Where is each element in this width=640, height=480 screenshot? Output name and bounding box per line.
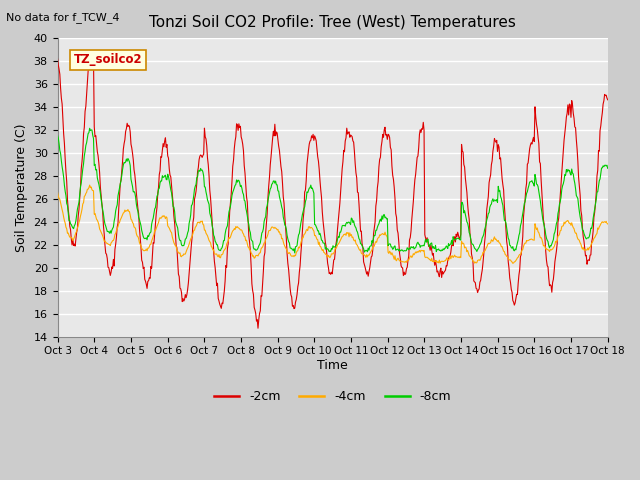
- Y-axis label: Soil Temperature (C): Soil Temperature (C): [15, 123, 28, 252]
- X-axis label: Time: Time: [317, 359, 348, 372]
- Text: TZ_soilco2: TZ_soilco2: [74, 53, 143, 66]
- Title: Tonzi Soil CO2 Profile: Tree (West) Temperatures: Tonzi Soil CO2 Profile: Tree (West) Temp…: [149, 15, 516, 30]
- Text: No data for f_TCW_4: No data for f_TCW_4: [6, 12, 120, 23]
- Legend: -2cm, -4cm, -8cm: -2cm, -4cm, -8cm: [209, 385, 456, 408]
